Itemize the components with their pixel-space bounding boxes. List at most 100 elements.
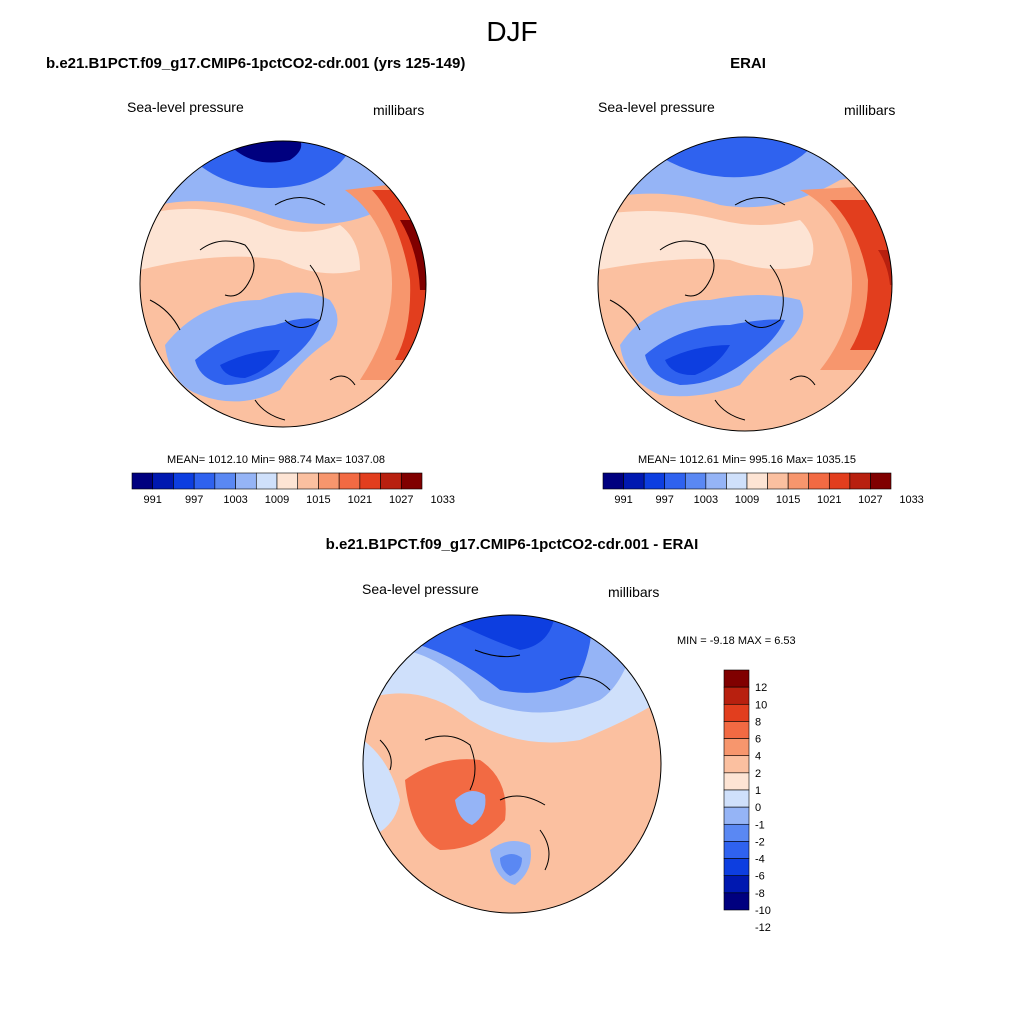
colorbar-tick-label: 1015	[776, 494, 800, 506]
colorbar-swatch	[723, 875, 750, 894]
map-field-region	[598, 211, 814, 270]
map-field-region	[220, 350, 280, 378]
colorbar-swatch	[723, 789, 750, 808]
colorbar-swatch	[849, 472, 871, 490]
colorbar-tick-label: 1033	[430, 494, 454, 506]
colorbar-tick-label: 2	[755, 768, 761, 780]
colorbar-swatch	[235, 472, 257, 490]
colorbar-tick-label: -8	[755, 888, 765, 900]
colorbar-swatch	[723, 703, 750, 722]
colorbar-swatch	[767, 472, 789, 490]
colorbar-tick-label: 6	[755, 734, 761, 746]
colorbar-swatch	[214, 472, 236, 490]
colorbar-tick-label: 1003	[223, 494, 247, 506]
colorbar-swatch	[602, 472, 624, 490]
colorbar-tick-label: -2	[755, 836, 765, 848]
map-field-region	[405, 759, 506, 850]
colorbar-swatch	[723, 892, 750, 911]
colorbar-tick-label: 4	[755, 751, 761, 763]
colorbar-tick-label: -4	[755, 854, 765, 866]
map-field-region	[450, 615, 555, 650]
panel-model-stats: MEAN= 1012.10 Min= 988.74 Max= 1037.08	[167, 454, 385, 466]
panel-erai-header: ERAI	[730, 55, 766, 72]
colorbar-tick-label: -1	[755, 819, 765, 831]
panel-diff-map-border	[362, 614, 662, 914]
colorbar-tick-label: 1021	[348, 494, 372, 506]
colorbar-swatch	[297, 472, 319, 490]
map-field-region	[665, 345, 730, 376]
colorbar-swatch	[152, 472, 174, 490]
colorbar-swatch	[173, 472, 195, 490]
panel-erai-map	[598, 137, 892, 431]
panel-model-colorbar: 991 997 1003 1009 1015 1021 1027 1033	[131, 472, 455, 506]
colorbar-swatch	[723, 738, 750, 757]
colorbar-swatch	[723, 823, 750, 842]
colorbar-tick-label: 10	[755, 699, 767, 711]
colorbar-swatch	[664, 472, 686, 490]
panel-model: b.e21.B1PCT.f09_g17.CMIP6-1pctCO2-cdr.00…	[46, 55, 465, 506]
colorbar-swatch	[255, 472, 278, 490]
panel-erai-map-border	[597, 136, 893, 432]
colorbar-swatch	[870, 472, 892, 490]
colorbar-swatch	[723, 721, 750, 739]
map-field-region	[878, 250, 892, 285]
colorbar-swatch	[787, 472, 810, 490]
colorbar-swatch	[705, 472, 727, 490]
colorbar-tick-label: 1033	[899, 494, 923, 506]
map-field-region	[455, 791, 486, 825]
colorbar-swatch	[723, 841, 750, 859]
panel-model-header: b.e21.B1PCT.f09_g17.CMIP6-1pctCO2-cdr.00…	[46, 55, 465, 72]
colorbar-swatch	[723, 755, 750, 774]
panel-diff-header: b.e21.B1PCT.f09_g17.CMIP6-1pctCO2-cdr.00…	[326, 536, 699, 553]
panel-diff-units-label: millibars	[608, 584, 659, 600]
colorbar-swatch	[723, 858, 750, 877]
colorbar-swatch	[723, 772, 750, 791]
colorbar-tick-label: -6	[755, 871, 765, 883]
map-field-region	[140, 208, 360, 274]
colorbar-tick-label: 997	[185, 494, 203, 506]
panel-erai-variable-label: Sea-level pressure	[598, 99, 715, 115]
colorbar-swatch	[684, 472, 707, 490]
panel-model-units-label: millibars	[373, 102, 424, 118]
figure-title: DJF	[486, 16, 537, 47]
colorbar-tick-label: -12	[755, 922, 771, 934]
colorbar-swatch	[726, 472, 748, 490]
colorbar-swatch	[318, 472, 340, 490]
colorbar-swatch	[623, 472, 645, 490]
colorbar-swatch	[193, 472, 216, 490]
map-field-region	[500, 854, 522, 876]
colorbar-swatch	[400, 472, 423, 490]
colorbar-swatch	[131, 472, 154, 490]
colorbar-swatch	[723, 669, 750, 688]
colorbar-tick-label: 1027	[389, 494, 413, 506]
map-coastline	[379, 649, 611, 871]
colorbar-swatch	[828, 472, 851, 490]
colorbar-tick-label: 991	[614, 494, 632, 506]
colorbar-swatch	[643, 472, 666, 490]
map-coastline	[149, 197, 356, 421]
panel-diff: b.e21.B1PCT.f09_g17.CMIP6-1pctCO2-cdr.00…	[326, 536, 796, 934]
panel-erai: ERAI Sea-level pressure millibars MEAN= …	[597, 55, 924, 506]
colorbar-tick-label: 1003	[694, 494, 718, 506]
colorbar-tick-label: -10	[755, 905, 771, 917]
colorbar-tick-label: 1015	[306, 494, 330, 506]
colorbar-tick-label: 1027	[858, 494, 882, 506]
colorbar-swatch	[746, 472, 768, 490]
colorbar-tick-label: 997	[656, 494, 674, 506]
colorbar-swatch	[338, 472, 361, 490]
colorbar-swatch	[380, 472, 402, 490]
colorbar-swatch	[723, 686, 750, 705]
colorbar-tick-label: 1009	[735, 494, 759, 506]
panel-erai-colorbar: 991 997 1003 1009 1015 1021 1027 1033	[602, 472, 924, 506]
panel-model-map	[140, 141, 426, 427]
panel-diff-map	[363, 615, 661, 913]
panel-model-variable-label: Sea-level pressure	[127, 99, 244, 115]
panel-diff-stats: MIN = -9.18 MAX = 6.53	[677, 635, 796, 647]
panel-diff-variable-label: Sea-level pressure	[362, 581, 479, 597]
colorbar-tick-label: 8	[755, 716, 761, 728]
colorbar-tick-label: 0	[755, 802, 761, 814]
colorbar-swatch	[276, 472, 299, 490]
colorbar-swatch	[808, 472, 830, 490]
panel-erai-stats: MEAN= 1012.61 Min= 995.16 Max= 1035.15	[638, 454, 856, 466]
